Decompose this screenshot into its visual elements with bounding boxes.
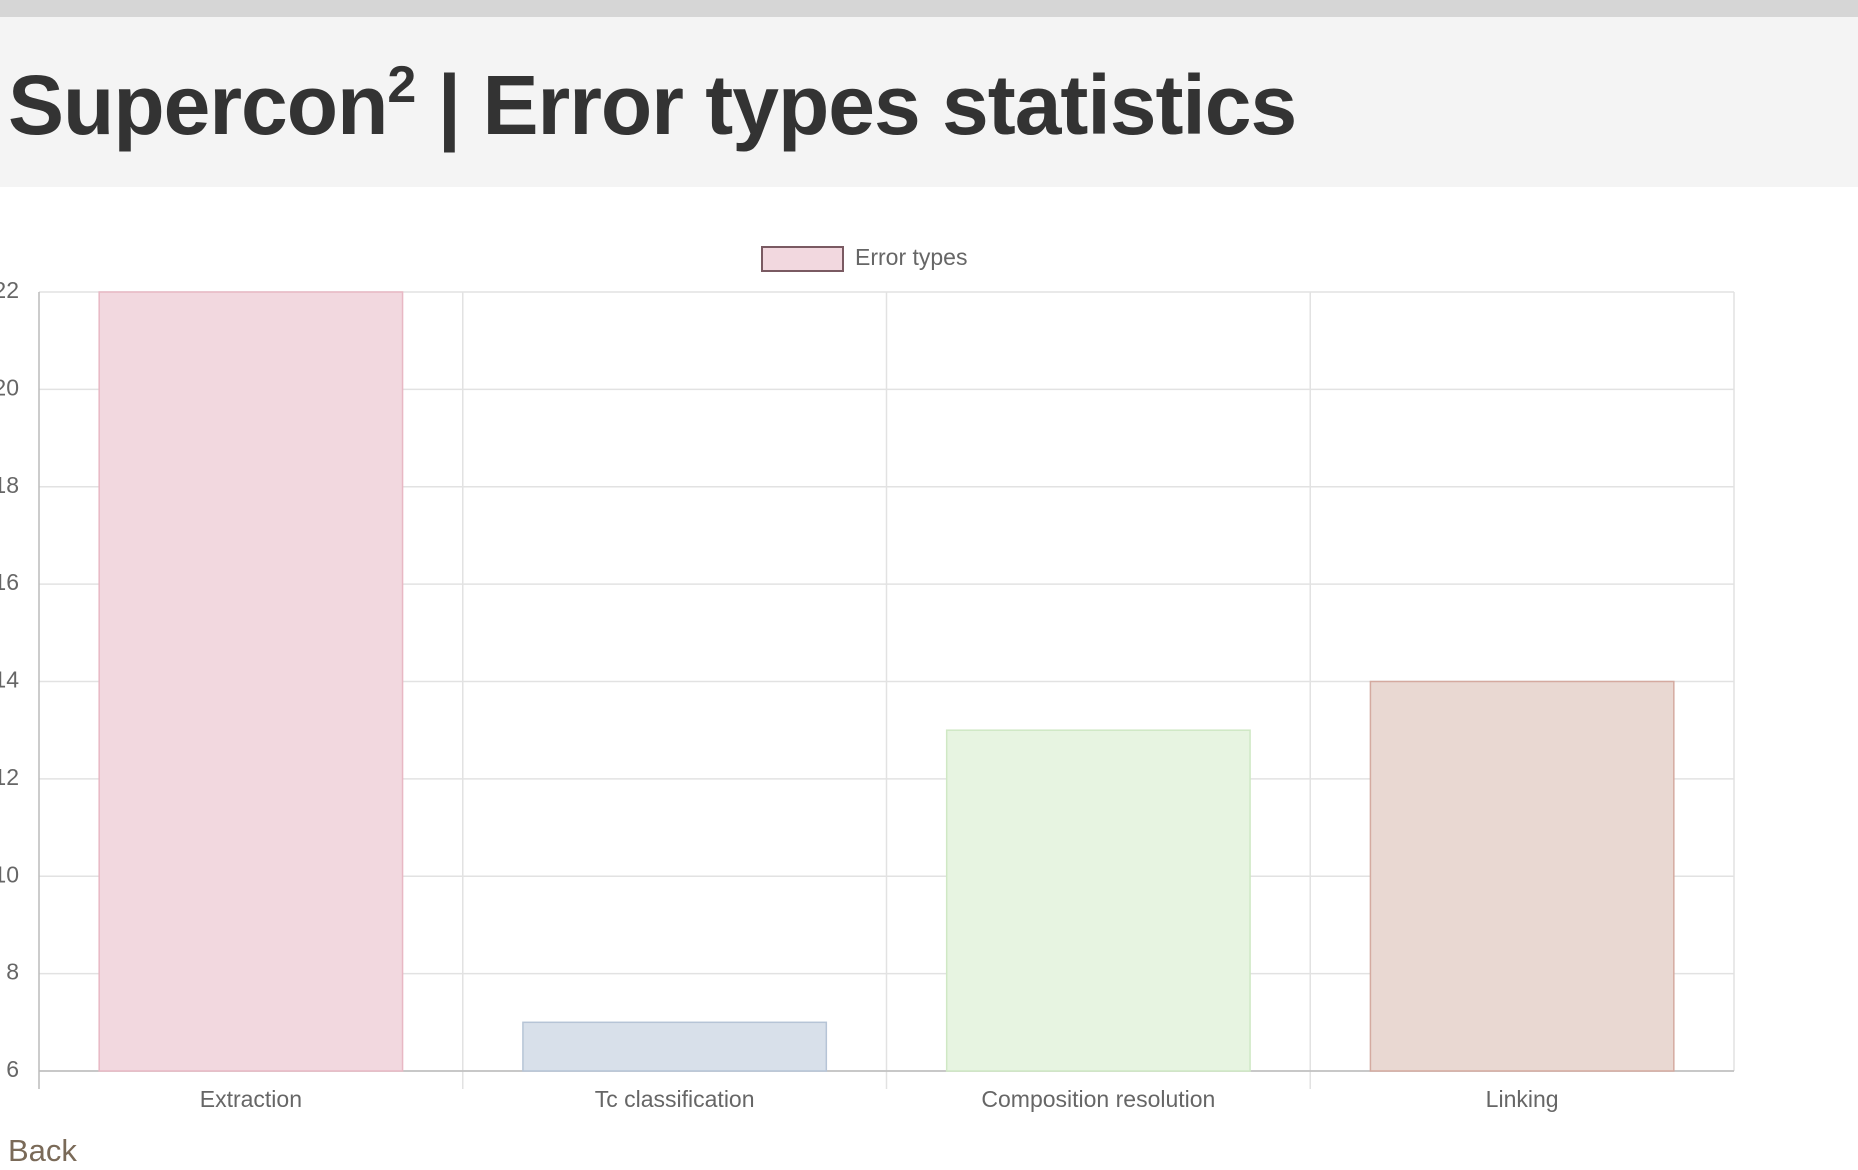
page-title: Supercon2 | Error types statistics [8,56,1298,154]
y-tick-label: 22 [0,277,19,303]
y-tick-label: 14 [0,667,19,693]
bar [98,291,404,1072]
x-tick-label: Tc classification [595,1086,755,1112]
y-tick-label: 12 [0,764,19,790]
bar [1369,680,1675,1072]
chart: Error types 6 8 10 12 14 16 18 20 22 Extraction Tc … [0,244,1735,1112]
legend-label: Error types [855,244,967,270]
legend-swatch [761,246,844,272]
y-tick-label: 20 [0,374,19,400]
bar [522,1021,828,1072]
top-bar [0,0,1858,17]
title-sup: 2 [387,56,416,114]
y-tick-label: 8 [6,959,19,985]
x-tick-label: Extraction [200,1086,302,1112]
x-tick-label: Linking [1486,1086,1559,1112]
header: Supercon2 | Error types statistics [0,17,1858,187]
bar [945,729,1251,1072]
y-tick-label: 10 [0,861,19,887]
y-tick-label: 16 [0,569,19,595]
title-rest: | Error types statistics [437,58,1298,152]
y-tick-label: 18 [0,472,19,498]
title-main: Supercon [8,58,388,152]
back-link[interactable]: Back [8,1133,77,1168]
y-tick-label: 6 [6,1056,19,1082]
x-tick-label: Composition resolution [981,1086,1215,1112]
